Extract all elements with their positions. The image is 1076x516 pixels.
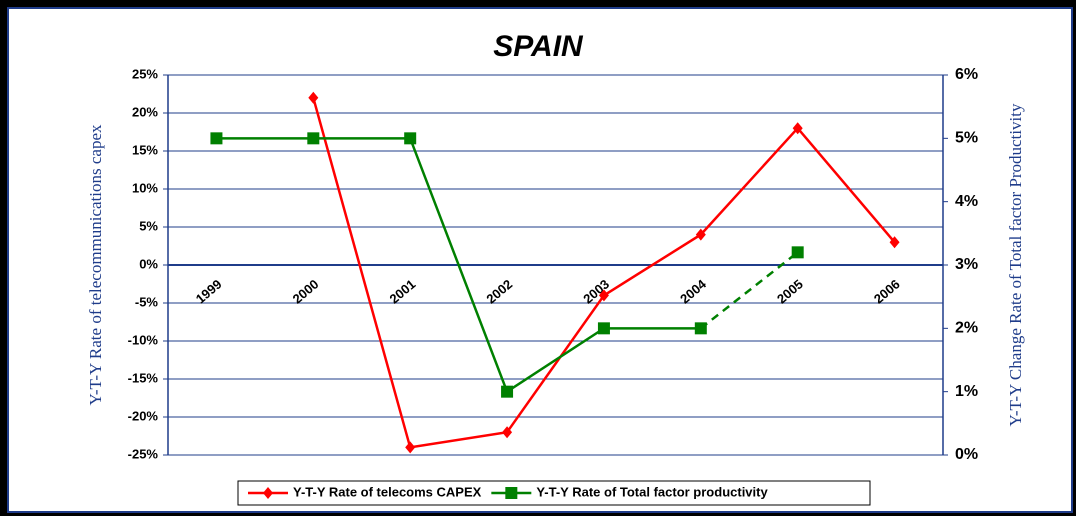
y-tick-label: 5% (139, 218, 158, 233)
legend-label: Y-T-Y Rate of Total factor productivity (536, 484, 768, 499)
series-line (700, 251, 799, 330)
marker (791, 246, 804, 259)
marker (404, 132, 417, 145)
y-tick-label: -15% (128, 370, 159, 385)
marker (501, 385, 514, 398)
marker (694, 322, 707, 335)
y2-tick-label: 6% (955, 66, 978, 83)
y-tick-label: 20% (132, 104, 158, 119)
marker (263, 487, 273, 499)
marker (308, 91, 319, 104)
y2-tick-label: 4% (955, 193, 978, 210)
y2-tick-label: 0% (955, 446, 978, 463)
chart-title: SPAIN (493, 30, 584, 63)
series-line (216, 137, 701, 394)
y-tick-label: -25% (128, 446, 159, 461)
marker (210, 132, 223, 145)
y2-tick-label: 3% (955, 256, 978, 273)
y-tick-label: 25% (132, 66, 158, 81)
y2-axis-title: Y-T-Y Change Rate of Total factor Produc… (1006, 103, 1025, 427)
y-tick-label: -20% (128, 408, 159, 423)
marker (598, 289, 609, 302)
y-tick-label: 10% (132, 180, 158, 195)
marker (695, 228, 706, 241)
y-tick-label: -10% (128, 332, 159, 347)
y2-tick-label: 1% (955, 383, 978, 400)
y2-tick-label: 5% (955, 130, 978, 147)
legend-box (237, 480, 871, 506)
marker (792, 122, 803, 135)
y-axis-title: Y-T-Y Rate of telecommunications capex (86, 124, 105, 406)
y-tick-label: 0% (139, 256, 158, 271)
chart-area (7, 7, 1073, 513)
marker (405, 441, 416, 454)
marker (307, 132, 320, 145)
y-tick-label: 15% (132, 142, 158, 157)
y-tick-label: -5% (135, 294, 159, 309)
y2-tick-label: 2% (955, 320, 978, 337)
marker (505, 487, 518, 499)
marker (597, 322, 610, 335)
marker (502, 426, 513, 439)
legend-label: Y-T-Y Rate of telecoms CAPEX (293, 484, 482, 499)
marker (889, 236, 900, 249)
